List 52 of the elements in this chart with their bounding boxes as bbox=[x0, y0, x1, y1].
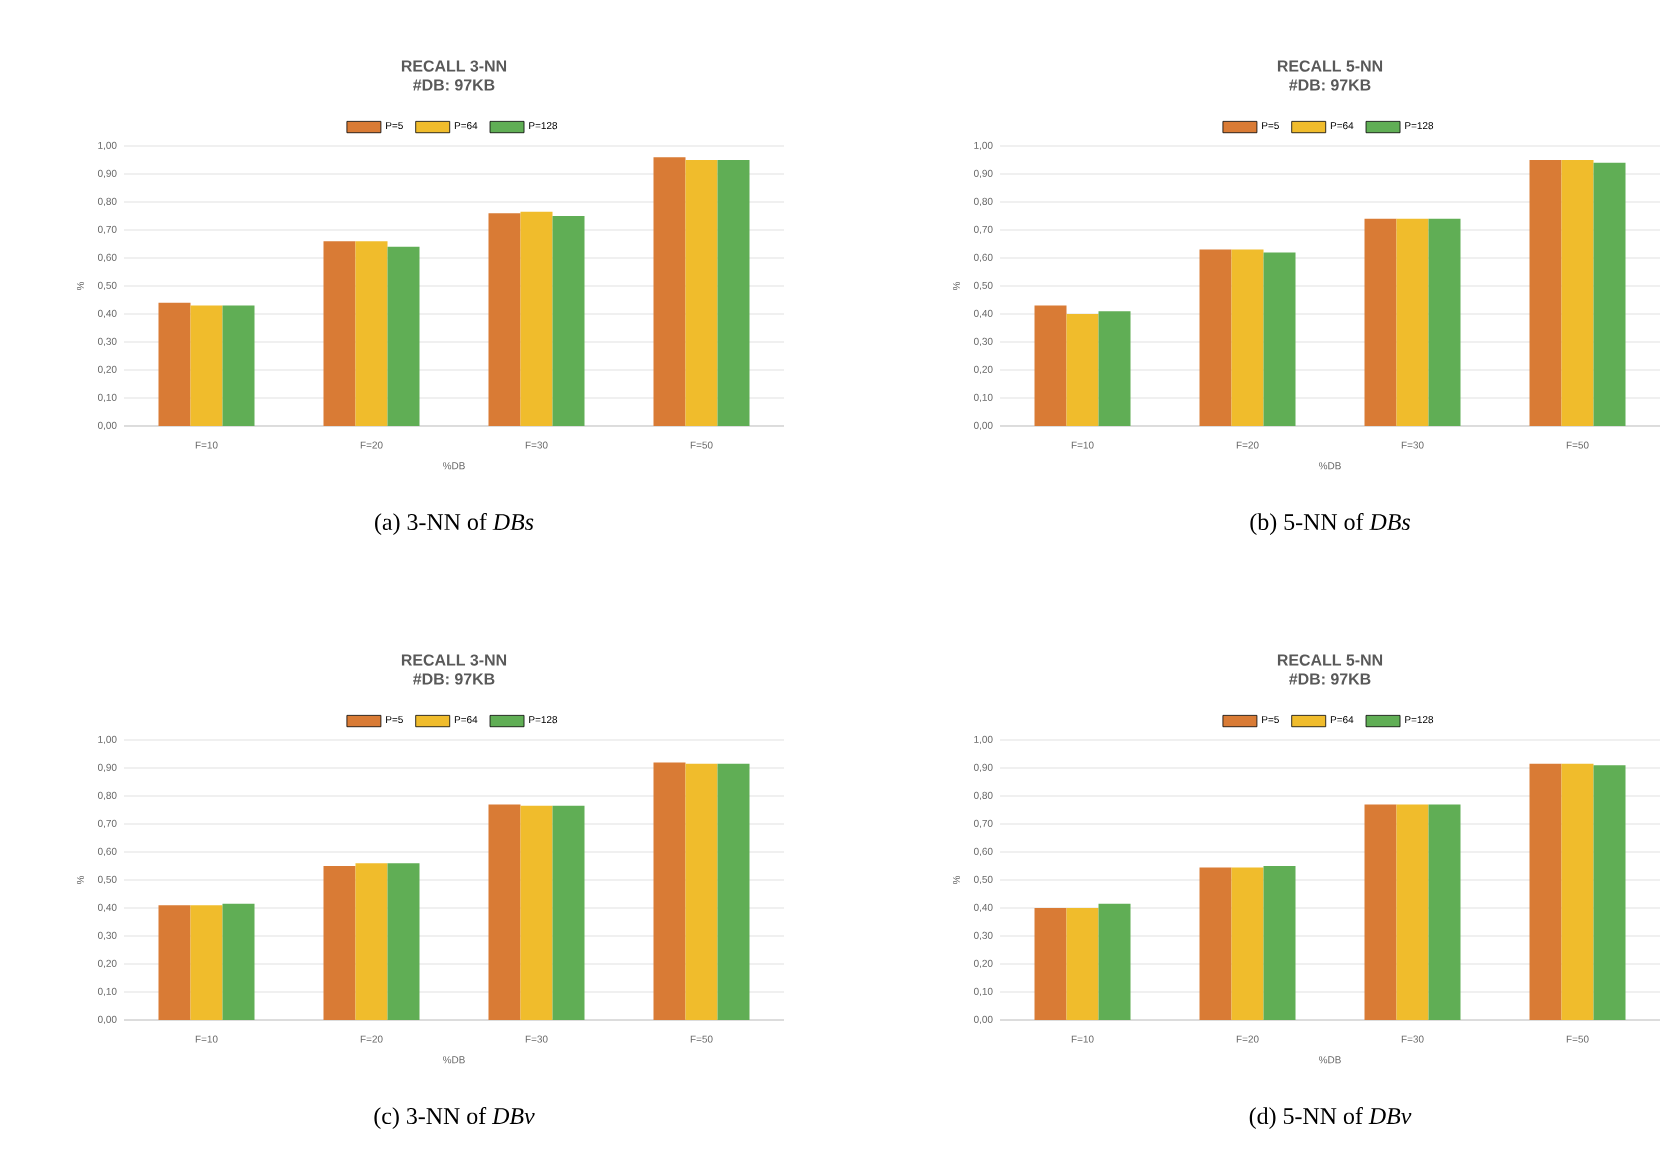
bar bbox=[1066, 908, 1099, 1020]
bar bbox=[1034, 908, 1067, 1020]
bar bbox=[717, 159, 750, 426]
bar bbox=[1231, 249, 1264, 426]
bar bbox=[158, 905, 191, 1020]
bar bbox=[222, 305, 255, 426]
bar bbox=[387, 246, 420, 426]
bar bbox=[552, 215, 585, 426]
bar bbox=[158, 302, 191, 426]
bar bbox=[1561, 159, 1594, 426]
bar bbox=[653, 157, 686, 426]
bar bbox=[520, 805, 553, 1020]
bar bbox=[1231, 867, 1264, 1020]
bar bbox=[1066, 313, 1099, 426]
bar bbox=[1098, 311, 1131, 426]
bar bbox=[685, 159, 718, 426]
bar bbox=[387, 863, 420, 1020]
bar bbox=[717, 763, 750, 1020]
bar bbox=[1561, 763, 1594, 1020]
bar bbox=[1098, 903, 1131, 1020]
bar bbox=[1199, 867, 1232, 1020]
bar bbox=[653, 762, 686, 1020]
bar bbox=[1364, 218, 1397, 426]
bar bbox=[685, 763, 718, 1020]
bar bbox=[520, 211, 553, 426]
bar bbox=[355, 241, 388, 426]
bar bbox=[323, 866, 356, 1020]
bar bbox=[222, 903, 255, 1020]
bar bbox=[323, 241, 356, 426]
bar bbox=[488, 804, 521, 1020]
bar bbox=[1529, 159, 1562, 426]
bar bbox=[1428, 218, 1461, 426]
bar bbox=[488, 213, 521, 426]
bar bbox=[1263, 252, 1296, 426]
bar bbox=[355, 863, 388, 1020]
bar bbox=[1428, 804, 1461, 1020]
text: (d) 5-NN of DBv bbox=[1249, 1107, 1412, 1129]
bar bbox=[190, 305, 223, 426]
text: (a) 3-NN of DBs bbox=[375, 513, 534, 535]
text: (b) 5-NN of DBs bbox=[1250, 513, 1410, 535]
bar bbox=[1593, 765, 1626, 1020]
text: (c) 3-NN of DBv bbox=[374, 1107, 535, 1129]
bar bbox=[1034, 305, 1067, 426]
bar bbox=[1364, 804, 1397, 1020]
bar bbox=[1396, 218, 1429, 426]
bar bbox=[190, 905, 223, 1020]
bar bbox=[1263, 866, 1296, 1020]
bar bbox=[1199, 249, 1232, 426]
bar bbox=[1396, 804, 1429, 1020]
bar bbox=[1529, 763, 1562, 1020]
bar bbox=[552, 805, 585, 1020]
bar bbox=[1593, 162, 1626, 426]
